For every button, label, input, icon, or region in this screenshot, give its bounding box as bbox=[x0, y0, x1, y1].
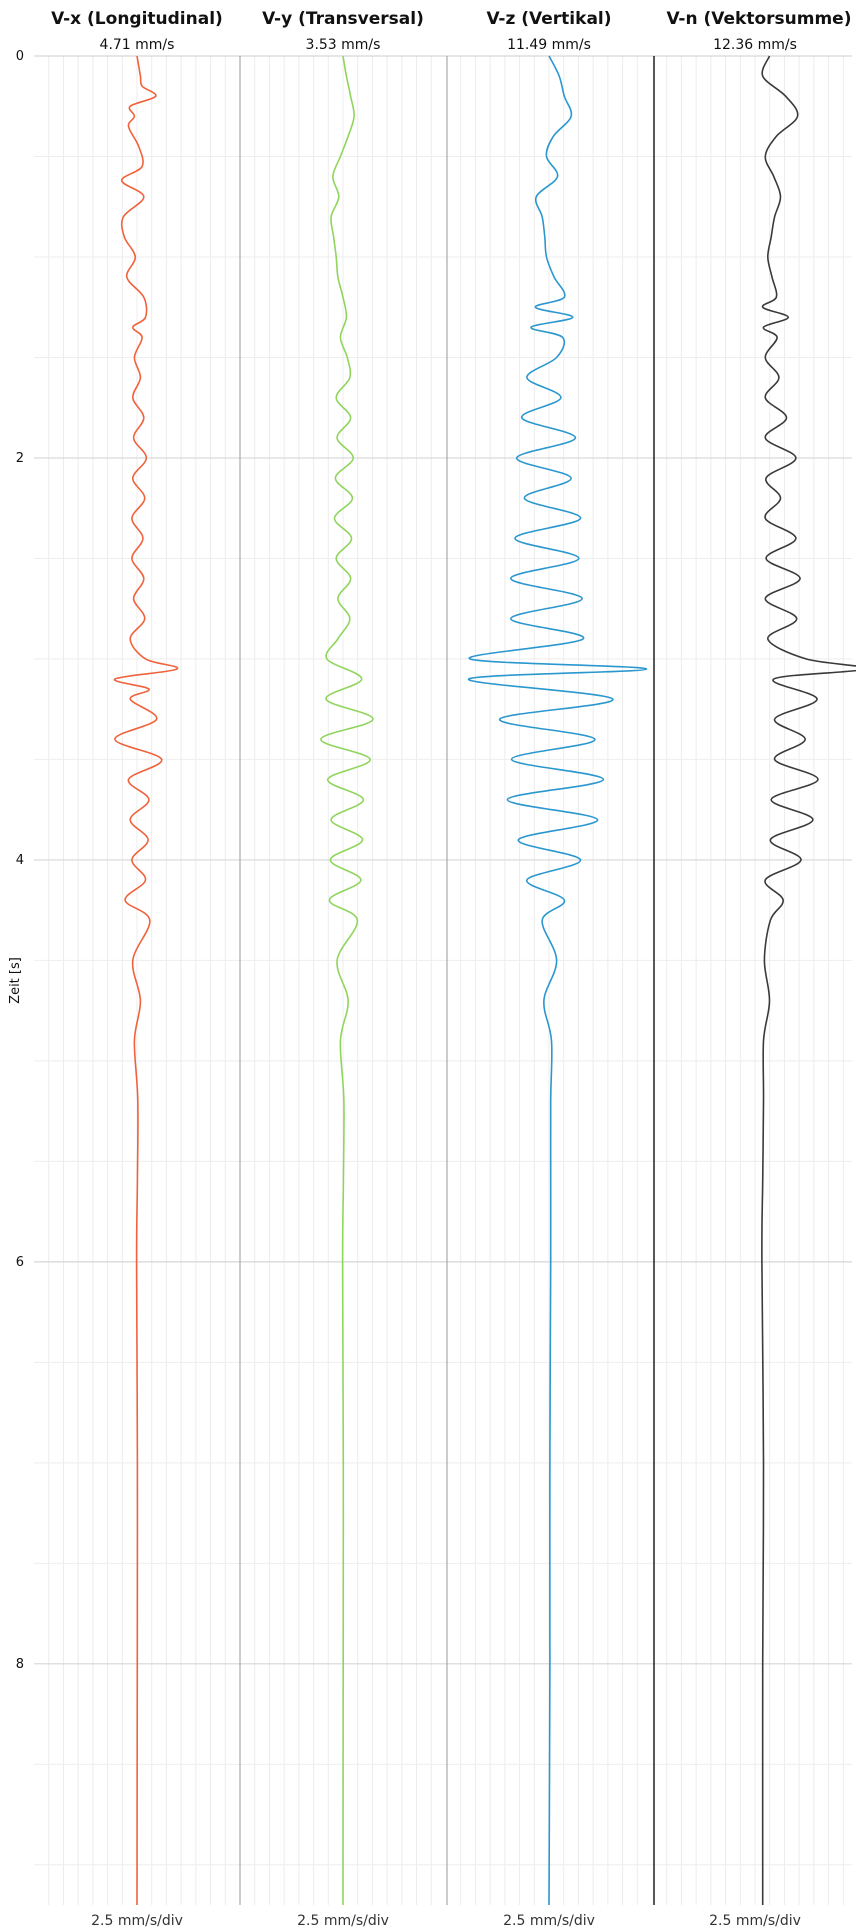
panel-peak-value: 11.49 mm/s bbox=[507, 37, 591, 53]
y-axis-label: Zeit [s] bbox=[8, 957, 23, 1004]
y-tick-label: 4 bbox=[16, 853, 24, 868]
panel-peak-value: 4.71 mm/s bbox=[100, 37, 175, 53]
y-tick-label: 8 bbox=[16, 1657, 24, 1672]
trace-line bbox=[467, 55, 648, 1906]
panel-peak-value: 12.36 mm/s bbox=[713, 37, 797, 53]
trace-line bbox=[320, 55, 374, 1906]
y-tick-label: 2 bbox=[16, 451, 24, 466]
panel-peak-value: 3.53 mm/s bbox=[306, 37, 381, 53]
panel-scale-label: 2.5 mm/s/div bbox=[709, 1913, 801, 1929]
panel-scale-label: 2.5 mm/s/div bbox=[91, 1913, 183, 1929]
panel-title: V-z (Vertikal) bbox=[486, 9, 611, 29]
y-tick-label: 6 bbox=[16, 1255, 24, 1270]
trace-line bbox=[761, 55, 856, 1906]
panel-title: V-x (Longitudinal) bbox=[51, 9, 223, 29]
y-tick-label: 0 bbox=[16, 49, 24, 64]
panel-title: V-y (Transversal) bbox=[262, 9, 424, 29]
panel-scale-label: 2.5 mm/s/div bbox=[503, 1913, 595, 1929]
trace-line bbox=[114, 55, 179, 1906]
panel-scale-label: 2.5 mm/s/div bbox=[297, 1913, 389, 1929]
panel-title: V-n (Vektorsumme) bbox=[667, 9, 852, 29]
